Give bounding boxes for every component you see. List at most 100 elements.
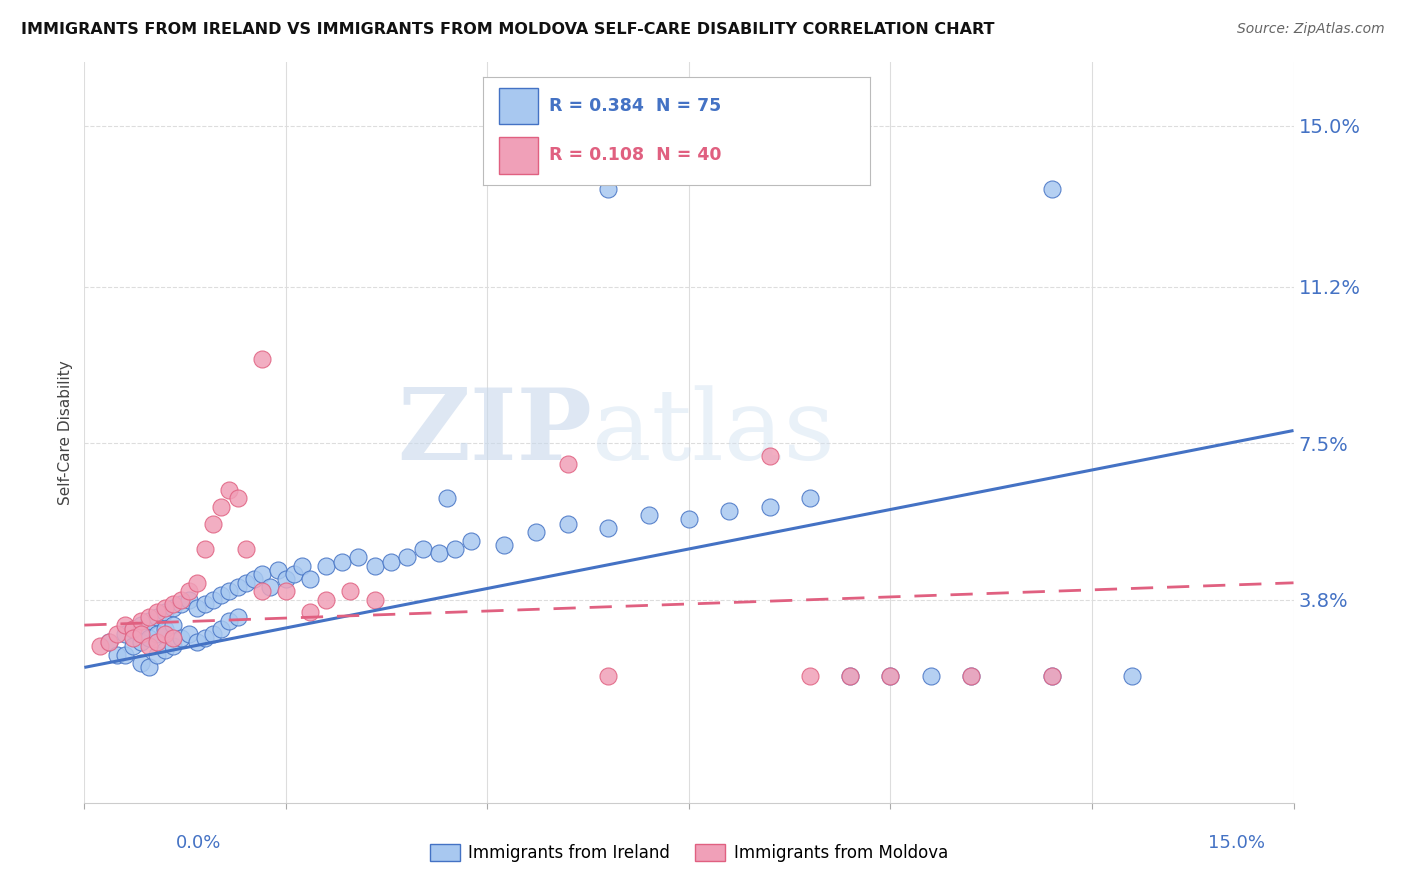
Point bbox=[799, 669, 821, 683]
Point bbox=[412, 541, 434, 556]
Point bbox=[170, 592, 193, 607]
Point bbox=[235, 541, 257, 556]
Point bbox=[250, 567, 273, 582]
Point bbox=[129, 618, 152, 632]
Point bbox=[1040, 669, 1063, 683]
Point bbox=[186, 635, 208, 649]
Point bbox=[146, 609, 169, 624]
Point bbox=[267, 563, 290, 577]
Point bbox=[138, 631, 160, 645]
Point bbox=[146, 648, 169, 662]
Point bbox=[259, 580, 281, 594]
Point bbox=[315, 558, 337, 573]
Point bbox=[299, 606, 322, 620]
Point bbox=[524, 524, 547, 539]
Point bbox=[920, 669, 942, 683]
Point bbox=[170, 597, 193, 611]
Point bbox=[291, 558, 314, 573]
Point bbox=[170, 631, 193, 645]
Point bbox=[839, 669, 862, 683]
Point bbox=[557, 516, 579, 531]
Point bbox=[960, 669, 983, 683]
Point bbox=[436, 491, 458, 506]
Point bbox=[89, 640, 111, 654]
Point bbox=[186, 601, 208, 615]
Point bbox=[250, 351, 273, 366]
Text: atlas: atlas bbox=[592, 384, 835, 481]
Point bbox=[283, 567, 305, 582]
Point bbox=[226, 491, 249, 506]
Point bbox=[718, 504, 741, 518]
Point bbox=[218, 584, 240, 599]
Point bbox=[209, 623, 232, 637]
Point bbox=[162, 640, 184, 654]
Point bbox=[339, 584, 361, 599]
Point bbox=[637, 508, 659, 522]
Point bbox=[114, 648, 136, 662]
Point bbox=[678, 512, 700, 526]
Point bbox=[97, 635, 120, 649]
Point bbox=[129, 635, 152, 649]
Point bbox=[153, 623, 176, 637]
Point bbox=[444, 541, 467, 556]
Point bbox=[146, 606, 169, 620]
Point bbox=[162, 601, 184, 615]
Point bbox=[363, 558, 385, 573]
Point bbox=[129, 614, 152, 628]
Point bbox=[427, 546, 450, 560]
Point bbox=[138, 640, 160, 654]
Point bbox=[129, 626, 152, 640]
Point bbox=[598, 669, 620, 683]
Point bbox=[1040, 182, 1063, 196]
Point bbox=[250, 584, 273, 599]
Point bbox=[153, 601, 176, 615]
Point bbox=[194, 597, 217, 611]
Point bbox=[179, 584, 201, 599]
Point bbox=[153, 643, 176, 657]
Point bbox=[138, 660, 160, 674]
Point bbox=[226, 580, 249, 594]
Point bbox=[718, 161, 741, 176]
Point bbox=[194, 541, 217, 556]
Point bbox=[209, 500, 232, 514]
Point bbox=[162, 597, 184, 611]
Point bbox=[209, 589, 232, 603]
Point bbox=[179, 592, 201, 607]
Point bbox=[363, 592, 385, 607]
Text: Source: ZipAtlas.com: Source: ZipAtlas.com bbox=[1237, 22, 1385, 37]
Point bbox=[347, 550, 370, 565]
Point bbox=[226, 609, 249, 624]
Point bbox=[105, 648, 128, 662]
Point bbox=[299, 572, 322, 586]
Text: 0.0%: 0.0% bbox=[176, 834, 221, 852]
Text: ZIP: ZIP bbox=[398, 384, 592, 481]
Point bbox=[598, 182, 620, 196]
Point bbox=[218, 614, 240, 628]
Point bbox=[758, 449, 780, 463]
Point bbox=[315, 592, 337, 607]
Point bbox=[460, 533, 482, 548]
Point bbox=[121, 631, 143, 645]
Point bbox=[839, 669, 862, 683]
Point bbox=[153, 606, 176, 620]
Point bbox=[492, 538, 515, 552]
Point bbox=[138, 609, 160, 624]
Point bbox=[153, 626, 176, 640]
Point bbox=[380, 555, 402, 569]
Point bbox=[97, 635, 120, 649]
Point bbox=[146, 635, 169, 649]
Point bbox=[114, 626, 136, 640]
Point bbox=[960, 669, 983, 683]
Legend: Immigrants from Ireland, Immigrants from Moldova: Immigrants from Ireland, Immigrants from… bbox=[423, 837, 955, 869]
Point bbox=[1121, 669, 1143, 683]
Point bbox=[162, 618, 184, 632]
Point bbox=[129, 656, 152, 670]
Point bbox=[330, 555, 353, 569]
Point bbox=[146, 626, 169, 640]
Point bbox=[202, 592, 225, 607]
Point bbox=[194, 631, 217, 645]
Point bbox=[598, 521, 620, 535]
Point bbox=[395, 550, 418, 565]
Text: IMMIGRANTS FROM IRELAND VS IMMIGRANTS FROM MOLDOVA SELF-CARE DISABILITY CORRELAT: IMMIGRANTS FROM IRELAND VS IMMIGRANTS FR… bbox=[21, 22, 994, 37]
Point bbox=[202, 516, 225, 531]
